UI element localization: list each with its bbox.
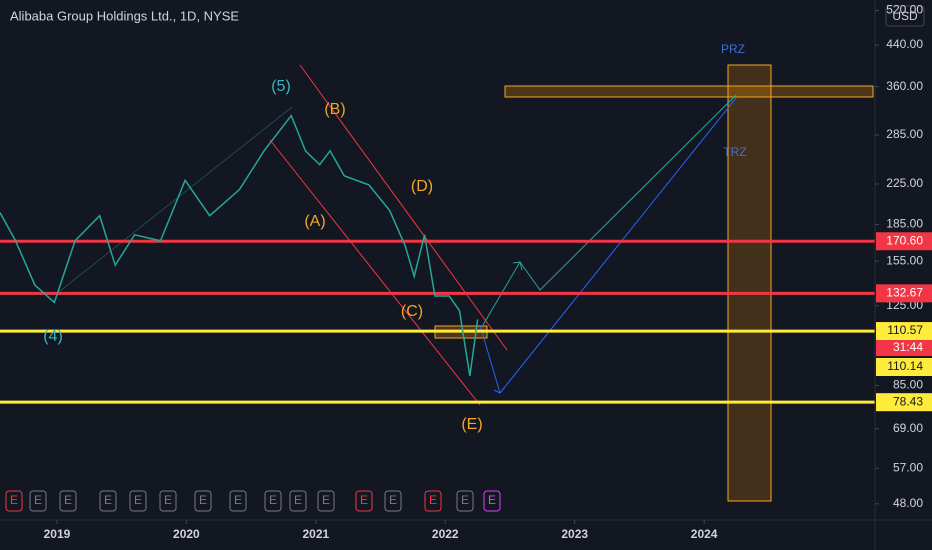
wave-label: (B) [324,101,345,118]
earnings-label: E [164,493,172,507]
earnings-marker[interactable] [355,490,373,512]
earnings-marker[interactable] [317,490,335,512]
channel-line [299,64,508,351]
price-tag-label: 170.60 [886,233,923,247]
wave-label: (4) [43,328,63,345]
x-tick-label: 2022 [432,527,459,541]
x-tick-label: 2024 [691,527,718,541]
drawings [0,64,875,502]
earnings-label: E [360,493,368,507]
time-box [727,64,772,502]
countdown-tag [876,340,932,357]
earnings-label: E [34,493,42,507]
y-tick-label: 69.00 [893,421,923,435]
earnings-label: E [389,493,397,507]
wave-label: PRZ [721,42,745,56]
earnings-marker[interactable] [129,490,147,512]
earnings-label: E [461,493,469,507]
price-tag [876,393,932,412]
price-tag [876,322,932,341]
y-tick-label: 520.00 [886,3,923,17]
wave-label: (D) [411,178,433,195]
y-tick-label: 155.00 [886,253,923,267]
x-tick-label: 2019 [44,527,71,541]
earnings-label: E [269,493,277,507]
wave-label: (A) [304,213,325,230]
y-tick-label: 85.00 [893,378,923,392]
wave-label: (E) [461,416,482,433]
earnings-marker[interactable] [264,490,282,512]
arrow-head [512,261,523,271]
earnings-label: E [429,493,437,507]
y-tick-label: 57.00 [893,460,923,474]
earnings-label: E [64,493,72,507]
earnings-label: E [10,493,18,507]
x-tick-label: 2023 [561,527,588,541]
y-tick-label: 440.00 [886,37,923,51]
currency[interactable]: USD [892,9,918,23]
y-tick-label: 185.00 [886,217,923,231]
earnings-marker[interactable] [384,490,402,512]
y-tick-label: 285.00 [886,127,923,141]
close-tag-label: 110.14 [887,359,923,373]
currency-button[interactable] [885,5,925,27]
earnings-label: E [294,493,302,507]
price-tag [876,232,932,251]
earnings-label: E [104,493,112,507]
y-tick-label: 225.00 [886,176,923,190]
earnings-marker[interactable] [456,490,474,512]
target-box [504,85,874,98]
wave-label: (C) [401,303,423,320]
chart-title: Alibaba Group Holdings Ltd., 1D, NYSE [10,8,239,23]
wave-line [54,106,293,296]
earnings-marker[interactable] [5,490,23,512]
earnings-marker[interactable] [424,490,442,512]
price-tag-label: 110.57 [887,323,923,337]
y-tick-label: 360.00 [886,79,923,93]
price-tag [876,284,932,303]
arrow-head [493,386,506,394]
wave-label: TRZ [723,145,746,159]
x-tick-label: 2020 [173,527,200,541]
earnings-marker[interactable] [59,490,77,512]
earnings-label: E [234,493,242,507]
earnings-marker[interactable] [29,490,47,512]
earnings-label: E [322,493,330,507]
y-tick-label: 48.00 [893,496,923,510]
price-line [0,114,479,377]
x-tick-label: 2021 [302,527,329,541]
earnings-label: E [134,493,142,507]
earnings-label: E [488,493,496,507]
price-tag-label: 78.43 [893,394,923,408]
channel-line [269,139,481,406]
earnings-label: E [199,493,207,507]
countdown: 31:44 [893,340,923,354]
earnings-marker[interactable] [159,490,177,512]
earnings-marker[interactable] [229,490,247,512]
earnings-marker[interactable] [194,490,212,512]
earnings-marker[interactable] [289,490,307,512]
close-tag [876,358,932,376]
earnings-marker[interactable] [483,490,501,512]
price-tag-label: 132.67 [886,286,923,300]
earnings-marker[interactable] [99,490,117,512]
wave-label: (5) [271,78,291,95]
